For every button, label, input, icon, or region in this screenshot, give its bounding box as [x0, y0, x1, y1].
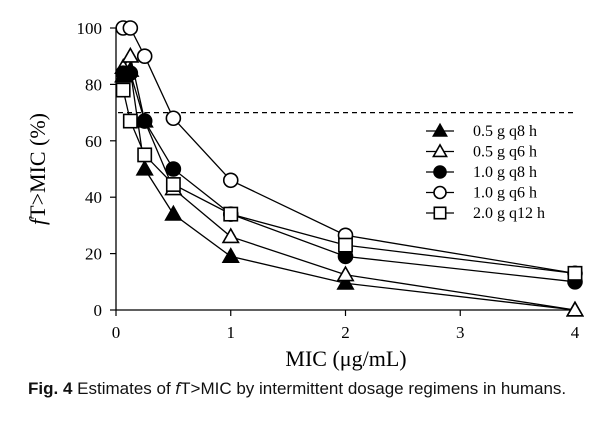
data-point — [122, 65, 139, 81]
y-axis-label-italic: f — [25, 216, 50, 225]
legend-label: 2.0 g q12 h — [473, 205, 545, 222]
data-point — [567, 265, 583, 281]
data-point — [336, 265, 355, 282]
x-axis-label: MIC (μg/mL) — [285, 346, 406, 371]
x-tick-label: 1 — [227, 323, 236, 342]
legend: 0.5 g q8 h 0.5 g q6 h 1.0 g q8 h 1.0 g q6 h… — [426, 122, 545, 222]
caption-text-after: T>MIC by intermittent dosage regimens in… — [180, 379, 567, 398]
x-tick-label: 2 — [341, 323, 350, 342]
series-layer — [114, 20, 585, 317]
y-axis-label-rest: T>MIC (%) — [25, 113, 50, 219]
y-tick-label: 100 — [77, 19, 103, 38]
caption-italic: f — [175, 379, 181, 398]
caption-text-before: Estimates of — [77, 379, 176, 398]
data-point — [136, 48, 153, 65]
legend-item: 0.5 g q6 h — [426, 143, 537, 161]
data-point — [165, 161, 182, 177]
series-markers-5 — [115, 82, 583, 281]
x-tick-label: 4 — [571, 323, 580, 342]
data-point — [165, 110, 182, 127]
data-point — [221, 227, 240, 244]
y-axis-label: fT>MIC (%) — [25, 113, 50, 225]
data-point — [137, 147, 153, 163]
data-point — [565, 300, 585, 317]
y-tick-label: 80 — [85, 75, 102, 94]
legend-label: 1.0 g q8 h — [473, 164, 537, 181]
y-tick-label: 60 — [85, 132, 102, 151]
legend-label: 0.5 g q8 h — [473, 123, 537, 140]
data-point — [122, 113, 138, 129]
series-markers-2 — [114, 46, 585, 317]
data-point — [221, 247, 240, 263]
legend-marker — [432, 122, 448, 137]
legend-item: 0.5 g q8 h — [426, 122, 537, 140]
data-point — [122, 20, 139, 36]
y-tick-label: 40 — [85, 188, 102, 207]
data-point — [165, 177, 181, 192]
legend-item: 2.0 g q12 h — [426, 205, 545, 222]
data-point — [222, 172, 239, 189]
data-point — [223, 206, 239, 222]
caption-label: Fig. 4 — [28, 379, 73, 398]
y-tick-label: 20 — [85, 245, 102, 264]
data-point — [338, 237, 353, 253]
legend-label: 1.0 g q6 h — [473, 185, 537, 202]
legend-label: 0.5 g q6 h — [473, 144, 537, 161]
legend-marker — [433, 165, 447, 179]
data-point — [115, 82, 131, 98]
legend-marker — [433, 185, 447, 200]
x-tick-label: 0 — [112, 323, 121, 342]
figure-caption: Fig. 4 Estimates of fT>MIC by intermitte… — [28, 378, 590, 400]
data-point — [336, 273, 355, 290]
data-point — [164, 204, 183, 221]
y-tick-label: 0 — [94, 301, 103, 320]
data-point — [121, 46, 140, 63]
legend-item: 1.0 g q6 h — [426, 185, 537, 202]
data-point — [135, 159, 154, 176]
legend-item: 1.0 g q8 h — [426, 164, 537, 181]
x-tick-label: 3 — [456, 323, 465, 342]
legend-marker — [432, 143, 448, 158]
legend-marker — [433, 206, 447, 220]
data-point — [136, 113, 153, 129]
